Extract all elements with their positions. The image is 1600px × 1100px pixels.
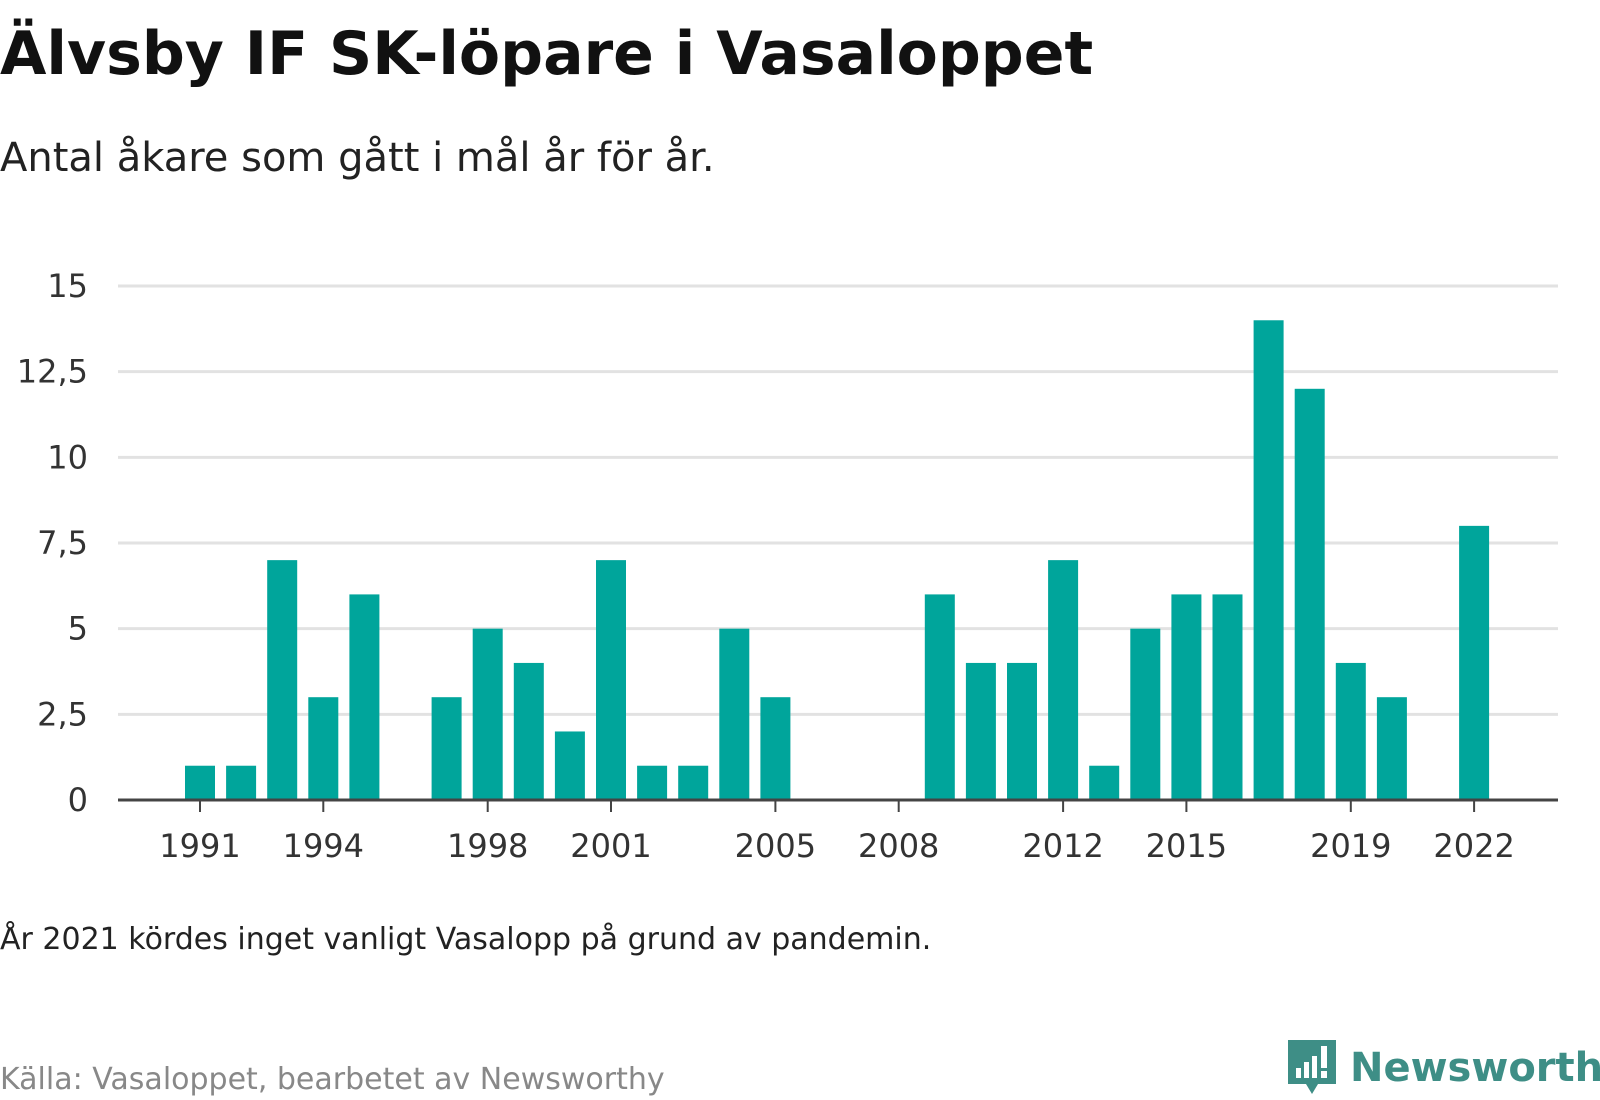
bar [349,594,380,800]
x-tick-label: 2015 [1146,827,1227,865]
bar [1459,525,1490,800]
y-tick-label: 12,5 [17,353,88,391]
y-tick-label: 5 [68,610,88,648]
bar [596,560,626,800]
chart-note: År 2021 kördes inget vanligt Vasalopp på… [0,922,932,957]
x-tick-label: 1991 [159,827,240,865]
bar [719,628,750,800]
y-tick-label: 2,5 [37,695,88,733]
chart-title: Älvsby IF SK-löpare i Vasaloppet [0,19,1094,89]
source-credit: Källa: Vasaloppet, bearbetet av Newswort… [0,1062,665,1097]
brand-logo: Newsworthy [1288,1040,1600,1096]
bar [1007,662,1037,800]
bar [1048,560,1079,800]
bar [513,662,544,800]
x-tick-label: 2001 [570,827,651,865]
bar [1212,594,1243,800]
bar [554,731,585,800]
chart-subtitle: Antal åkare som gått i mål år för år. [0,135,715,181]
x-tick-label: 2005 [735,827,816,865]
x-tick-label: 2008 [858,827,939,865]
bar [1294,388,1325,800]
brand-name: Newsworthy [1350,1045,1600,1091]
bars [185,320,1490,800]
bar [472,628,503,800]
x-tick-label: 2022 [1433,827,1514,865]
bar [226,765,257,800]
bar [431,697,462,800]
y-tick-label: 7,5 [37,524,88,562]
bar [965,662,996,800]
bar [924,594,955,800]
bar [678,765,709,800]
bar [637,765,668,800]
gridlines [118,284,1558,716]
bar [1130,628,1161,800]
bar [308,697,339,800]
x-tick-label: 1998 [447,827,528,865]
x-tick-label: 1994 [283,827,364,865]
tick-labels: 0 2,5 5 7,5 10 12,5 15 1991 1994 1998 2001 2005 2008… [17,267,1515,865]
bar [1335,662,1366,800]
y-tick-label: 15 [47,267,88,305]
bar [185,765,215,800]
x-tick-label: 2012 [1022,827,1103,865]
axes [118,798,1558,812]
chat-bubble-bar-chart-icon [1288,1040,1336,1094]
bar [1376,697,1407,800]
bar [760,697,791,800]
x-tick-label: 2019 [1310,827,1391,865]
bar [1253,320,1284,800]
y-tick-label: 0 [68,781,88,819]
bar-chart: 0 2,5 5 7,5 10 12,5 15 1991 1994 1998 2001 2005 2008… [17,267,1558,865]
bar [1089,765,1120,800]
bar [267,560,298,800]
bar [1171,594,1202,800]
y-tick-label: 10 [47,438,88,476]
